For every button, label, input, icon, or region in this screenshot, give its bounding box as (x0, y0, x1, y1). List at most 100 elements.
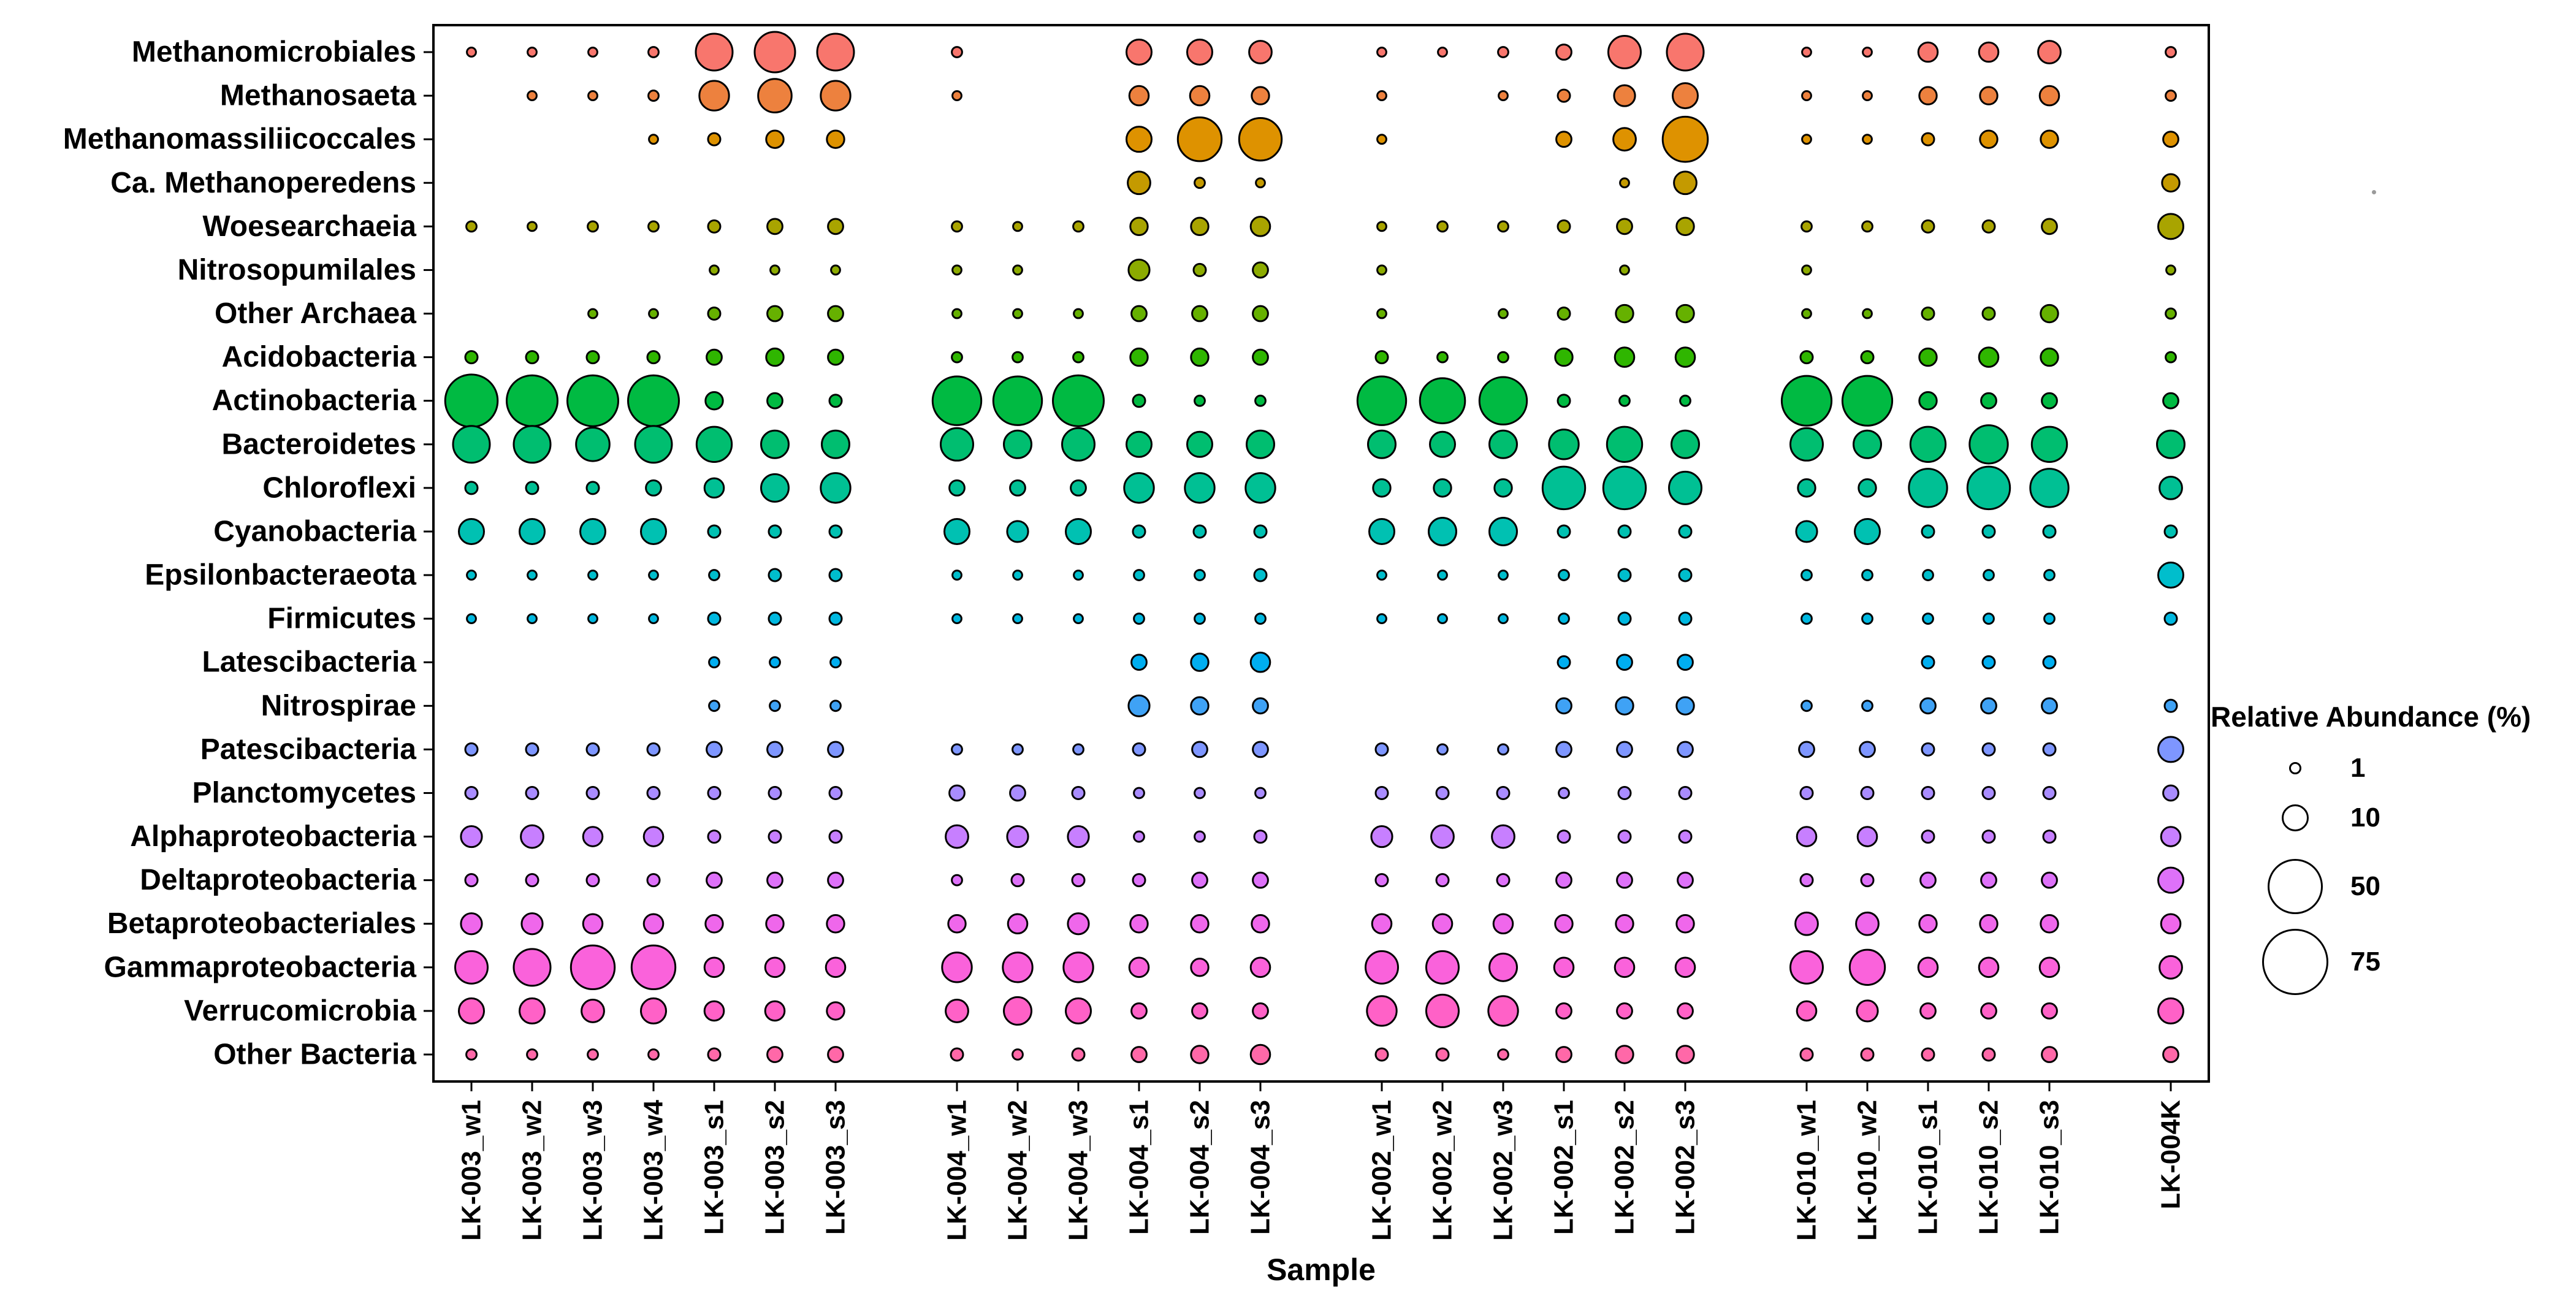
bubble (1007, 913, 1029, 935)
bubble (1189, 85, 1211, 107)
bubble (566, 374, 619, 427)
bubble (1555, 741, 1572, 758)
bubble (1009, 784, 1026, 802)
y-tick-label: Other Archaea (215, 297, 416, 330)
bubble (1012, 351, 1024, 364)
bubble (1557, 655, 1571, 669)
bubble (1614, 956, 1636, 978)
bubble (1978, 956, 2000, 978)
bubble (1557, 219, 1571, 234)
bubble (1677, 654, 1694, 671)
bubble (520, 824, 544, 849)
bubble (2042, 830, 2057, 844)
bubble (931, 375, 983, 426)
bubble (1541, 465, 1587, 511)
bubble (648, 613, 659, 625)
bubble (766, 305, 783, 322)
bubble (2030, 425, 2068, 463)
bubble (1176, 116, 1223, 162)
bubble (458, 997, 485, 1024)
bubble (2041, 1002, 2058, 1020)
legend-size-label: 75 (2350, 947, 2380, 977)
bubble (1979, 914, 1999, 934)
bubble (1072, 220, 1084, 233)
bubble (465, 220, 478, 233)
bubble (2041, 392, 2058, 410)
bubble (1128, 85, 1150, 107)
bubble (704, 914, 724, 934)
bubble (1132, 524, 1146, 539)
x-tick-label: LK-004_s2 (1185, 1100, 1215, 1235)
bubble (1615, 1045, 1634, 1064)
bubble (706, 741, 723, 758)
legend-size-circle (2288, 761, 2302, 775)
bubble (951, 351, 963, 364)
bubble (1368, 517, 1395, 545)
bubble (1615, 914, 1634, 934)
bubble (1249, 1043, 1271, 1066)
bubble (1797, 478, 1816, 498)
bubble (1009, 479, 1026, 497)
bubble (1554, 914, 1574, 934)
bubble (1674, 956, 1696, 978)
bubble (585, 873, 600, 888)
bubble (1498, 90, 1509, 101)
bubble (1858, 478, 1877, 498)
bubble (1246, 429, 1275, 459)
bubble (587, 220, 599, 233)
bubble (630, 944, 677, 991)
bubble (627, 374, 680, 427)
bubble (1558, 569, 1570, 581)
bubble (1908, 468, 1948, 508)
bubble (1065, 517, 1092, 545)
bubble (1192, 524, 1207, 539)
bubble (950, 1047, 964, 1062)
bubble (1619, 264, 1630, 276)
bubble (1376, 47, 1387, 58)
bubble (2163, 698, 2178, 713)
plot-border (432, 24, 2210, 1083)
bubble (1558, 787, 1570, 799)
bubble (706, 348, 723, 366)
bubble (703, 1000, 725, 1022)
bubble (2157, 213, 2184, 240)
bubble (587, 90, 598, 101)
bubble (1675, 303, 1695, 324)
bubble (642, 913, 665, 935)
bubble (1253, 830, 1268, 844)
bubble (634, 425, 673, 464)
bubble (1435, 873, 1450, 888)
bubble (1855, 911, 1880, 936)
bubble (1478, 376, 1528, 425)
bubble (1671, 429, 1700, 459)
bubble (769, 700, 781, 712)
bubble (1126, 39, 1153, 66)
bubble (2043, 569, 2056, 581)
bubble (1003, 996, 1032, 1026)
bubble (1666, 32, 1705, 72)
bubble (1616, 218, 1633, 235)
bubble (1012, 613, 1023, 625)
bubble (1072, 743, 1084, 756)
bubble (1918, 86, 1938, 105)
bubble (2163, 524, 2178, 539)
bubble (2037, 40, 2062, 64)
bubble (1130, 654, 1148, 671)
x-tick-label: LK-003_s3 (821, 1100, 851, 1235)
bubble (1981, 219, 1996, 234)
bubble (1492, 913, 1514, 935)
bubble (1253, 568, 1268, 582)
x-tick-label: LK-004K (2156, 1100, 2186, 1210)
bubble (1860, 350, 1875, 365)
bubble (1126, 126, 1153, 153)
bubble (527, 90, 538, 101)
y-tick-label: Ca. Methanoperedens (110, 167, 416, 199)
bubble (1488, 952, 1518, 982)
bubble (1194, 830, 1206, 843)
x-tick-label: LK-004_s3 (1246, 1100, 1276, 1235)
bubble (1497, 743, 1509, 756)
bubble (2161, 173, 2181, 193)
bubble (525, 785, 539, 800)
bubble (1555, 697, 1572, 715)
